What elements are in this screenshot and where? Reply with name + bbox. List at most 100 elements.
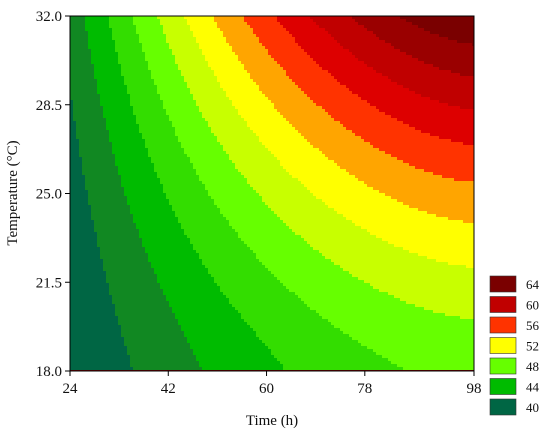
contour-cell	[262, 43, 266, 47]
contour-cell	[403, 49, 407, 53]
contour-cell	[337, 16, 341, 20]
contour-cell	[91, 82, 95, 86]
contour-cell	[109, 22, 113, 26]
contour-cell	[196, 76, 200, 80]
contour-cell	[457, 31, 461, 35]
contour-cell	[370, 40, 374, 44]
contour-cell	[334, 31, 338, 35]
contour-cell	[175, 58, 179, 62]
contour-cell	[103, 25, 107, 29]
contour-cell	[460, 46, 464, 50]
contour-cell	[385, 40, 389, 44]
contour-cell	[412, 40, 416, 44]
contour-cell	[274, 37, 278, 41]
contour-cell	[181, 67, 185, 71]
contour-cell	[415, 64, 419, 68]
contour-cell	[466, 37, 470, 41]
contour-cell	[379, 46, 383, 50]
contour-cell	[193, 58, 197, 62]
contour-cell	[214, 67, 218, 71]
contour-cell	[268, 70, 272, 74]
contour-cell	[127, 64, 131, 68]
contour-cell	[241, 70, 245, 74]
contour-cell	[235, 22, 239, 26]
contour-cell	[76, 31, 80, 35]
contour-cell	[304, 16, 308, 20]
contour-cell	[70, 37, 74, 41]
contour-cell	[94, 22, 98, 26]
contour-cell	[178, 16, 182, 20]
contour-cell	[145, 76, 149, 80]
contour-cell	[130, 79, 134, 83]
contour-cell	[97, 22, 101, 26]
contour-cell	[430, 16, 434, 20]
contour-cell	[70, 28, 74, 32]
contour-cell	[307, 67, 311, 71]
contour-cell	[154, 73, 158, 77]
contour-cell	[328, 58, 332, 62]
contour-cell	[304, 22, 308, 26]
contour-cell	[199, 58, 203, 62]
contour-cell	[220, 70, 224, 74]
contour-cell	[463, 25, 467, 29]
contour-cell	[226, 34, 230, 38]
contour-cell	[160, 19, 164, 23]
contour-cell	[280, 34, 284, 38]
contour-cell	[208, 67, 212, 71]
contour-cell	[436, 67, 440, 71]
contour-cell	[262, 22, 266, 26]
contour-cell	[196, 25, 200, 29]
contour-cell	[259, 37, 263, 41]
contour-cell	[451, 61, 455, 65]
contour-cell	[211, 31, 215, 35]
contour-cell	[313, 70, 317, 74]
contour-cell	[256, 43, 260, 47]
contour-cell	[178, 34, 182, 38]
contour-cell	[385, 79, 389, 83]
contour-cell	[190, 31, 194, 35]
contour-cell	[76, 34, 80, 38]
contour-cell	[175, 61, 179, 65]
contour-cell	[292, 37, 296, 41]
contour-cell	[175, 34, 179, 38]
contour-cell	[115, 82, 119, 86]
contour-cell	[355, 34, 359, 38]
contour-cell	[217, 28, 221, 32]
contour-cell	[82, 70, 86, 74]
contour-cell	[175, 70, 179, 74]
contour-cell	[76, 25, 80, 29]
contour-cell	[310, 25, 314, 29]
contour-cell	[85, 40, 89, 44]
contour-cell	[136, 28, 140, 32]
contour-cell	[319, 58, 323, 62]
contour-cell	[220, 64, 224, 68]
contour-cell	[118, 16, 122, 20]
contour-cell	[418, 40, 422, 44]
contour-cell	[205, 31, 209, 35]
contour-cell	[109, 73, 113, 77]
contour-cell	[190, 76, 194, 80]
contour-cell	[223, 22, 227, 26]
contour-cell	[337, 31, 341, 35]
contour-cell	[76, 79, 80, 83]
contour-cell	[451, 55, 455, 59]
contour-cell	[337, 28, 341, 32]
contour-cell	[292, 16, 296, 20]
contour-cell	[430, 43, 434, 47]
contour-cell	[442, 46, 446, 50]
contour-cell	[229, 34, 233, 38]
contour-cell	[445, 64, 449, 68]
contour-cell	[109, 19, 113, 23]
contour-cell	[427, 61, 431, 65]
contour-cell	[343, 40, 347, 44]
contour-cell	[100, 31, 104, 35]
contour-cell	[226, 31, 230, 35]
contour-cell	[268, 79, 272, 83]
contour-cell	[97, 55, 101, 59]
contour-cell	[202, 61, 206, 65]
contour-cell	[181, 79, 185, 83]
contour-cell	[178, 55, 182, 59]
contour-cell	[370, 52, 374, 56]
contour-cell	[268, 58, 272, 62]
contour-cell	[202, 70, 206, 74]
